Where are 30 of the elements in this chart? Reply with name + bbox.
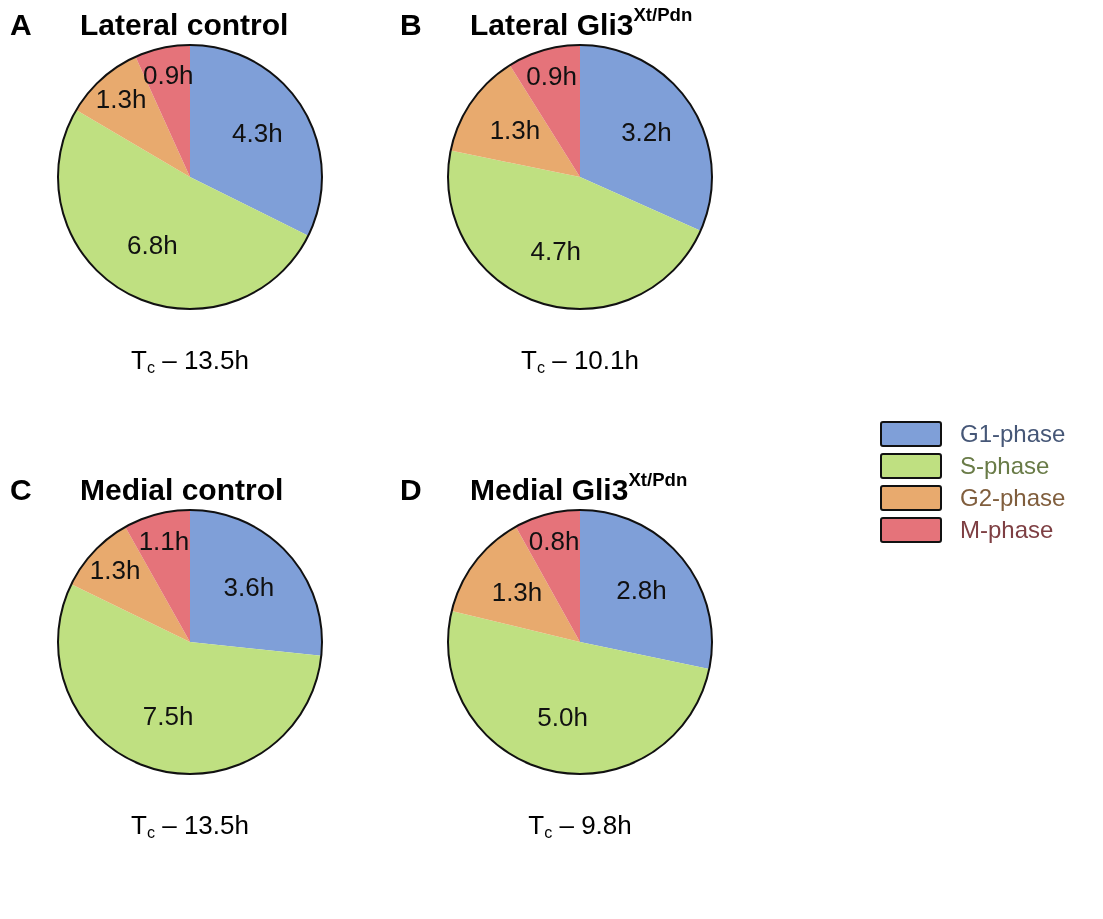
data-label: 1.3h <box>489 115 541 146</box>
text: A <box>10 8 32 42</box>
text: D <box>400 473 422 507</box>
text: T$_{c}$ – 10.1h <box>520 345 640 377</box>
text: B <box>400 8 422 42</box>
text: T$_{c}$ – 13.5h <box>130 810 250 842</box>
text: T$_{c}$ – 13.5h <box>130 345 250 377</box>
chart-title: Medial control <box>80 473 284 507</box>
text: T$_{c}$ – 9.8h <box>527 810 633 842</box>
text: C <box>10 473 32 507</box>
data-label: 5.0h <box>537 702 588 733</box>
chart-title: Lateral Gli3$^{Xt/Pdn}$ <box>470 4 693 42</box>
legend-label: S-phase <box>960 452 1050 480</box>
legend-label: G2-phase <box>960 484 1066 512</box>
data-label: 7.5h <box>142 701 194 732</box>
data-label: 1.3h <box>89 554 141 585</box>
data-label: 3.6h <box>223 572 275 603</box>
data-label: 0.9h <box>526 61 577 92</box>
legend-label: M-phase <box>960 516 1054 544</box>
data-label: 4.3h <box>232 118 283 149</box>
data-label: 6.8h <box>127 229 178 260</box>
data-label: 1.1h <box>138 525 190 556</box>
legend-label: G1-phase <box>960 420 1066 448</box>
data-label: 3.2h <box>621 117 672 148</box>
chart-title: Medial Gli3$^{Xt/Pdn}$ <box>470 469 688 507</box>
data-label: 4.7h <box>530 235 582 266</box>
data-label: 2.8h <box>616 575 667 606</box>
data-label: 1.3h <box>491 577 543 608</box>
data-label: 0.8h <box>528 525 580 556</box>
chart-title: Lateral control <box>80 8 289 42</box>
